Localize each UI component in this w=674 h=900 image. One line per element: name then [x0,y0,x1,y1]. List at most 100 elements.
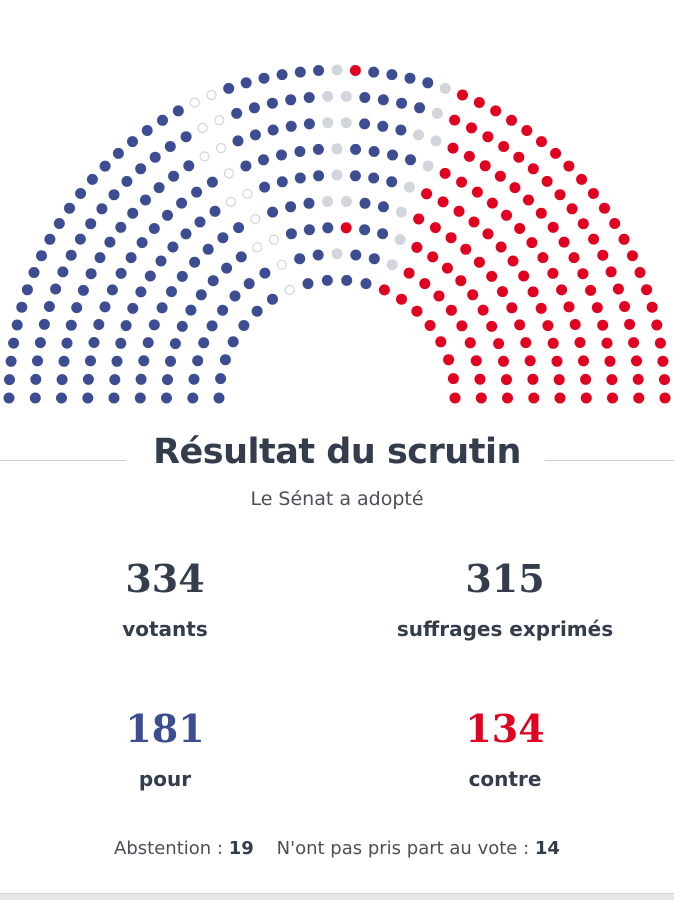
abstention-value: 19 [228,838,254,859]
seat-contre [449,114,461,126]
seat-contre [553,374,565,386]
seat-pour [56,374,68,386]
seat-contre [657,355,669,367]
contre-label: contre [468,767,542,791]
seat-contre [578,355,589,367]
seat-npp [276,259,287,270]
seat-pour [94,252,106,264]
seat-pour [294,172,306,184]
seat-contre [486,270,498,282]
seat-pour [29,392,41,404]
seat-pour [349,170,361,182]
seat-pour [215,373,227,385]
seat-npp [214,114,225,126]
seat-pour [221,262,233,274]
seat-pour [219,354,231,366]
seat-npp [252,242,263,253]
seat-pour [58,355,70,367]
seat-pour [88,337,100,348]
seat-npp [197,122,208,134]
seat-contre [437,196,449,208]
seat-pour [61,337,73,349]
seat-pour [115,221,127,233]
seat-contre [524,355,536,367]
seat-pour [167,241,179,253]
seat-contre [535,207,547,219]
seat-pour [30,373,42,385]
seat-pour [161,392,172,404]
seat-pour [285,201,297,213]
seat-contre [493,338,505,350]
seat-pour [248,102,260,114]
seat-contre [558,236,570,248]
seat-pour [313,170,325,182]
seat-contre [396,293,407,305]
seat-pour [350,249,362,261]
seat-pour [138,355,150,367]
seat-pour [156,302,168,314]
seat-pour [108,189,120,201]
seat-pour [96,203,108,215]
seat-contre [495,241,507,253]
seat-contre [445,232,457,244]
seat-pour [149,151,161,163]
seat-contre [659,392,671,404]
seat-pour [36,250,47,262]
seat-contre [501,209,512,221]
seat-contre [466,122,477,134]
seat-pour [162,374,173,386]
seat-abstention [431,107,443,119]
seat-pour [172,105,184,117]
seat-pour [21,284,33,296]
seat-pour [422,77,434,89]
seat-pour [176,320,188,332]
seat-contre [506,302,518,314]
seat-pour [108,392,120,404]
seat-pour [209,205,221,217]
seat-contre [479,160,491,172]
seat-contre [427,251,439,263]
seat-contre [494,170,506,182]
seat-pour [377,94,389,106]
seat-pour [115,267,127,279]
seat-pour [120,320,132,332]
seat-pour [386,69,398,81]
seat-npp [199,151,210,162]
seat-contre [474,373,486,385]
seat-pour [141,125,153,136]
votants-label: votants [122,617,208,641]
seat-npp [215,143,227,154]
seat-contre [599,202,610,214]
seat-contre [654,337,666,349]
seat-pour [312,249,324,261]
seat-contre [563,160,575,172]
seat-pour [240,77,252,89]
seat-contre [587,188,599,199]
seat-pour [321,274,333,286]
seat-pour [4,374,15,386]
seat-contre [411,305,423,317]
seat-abstention [322,90,334,102]
seat-contre [556,284,568,296]
seat-pour [217,232,229,244]
seat-pour [176,197,188,209]
seat-pour [258,72,270,84]
seat-contre [502,392,513,404]
seat-pour [395,124,407,136]
seat-contre [486,320,498,332]
seat-contre [468,216,480,228]
seat-pour [404,72,416,84]
seat-pour [148,319,160,331]
seat-abstention [331,64,343,76]
seat-pour [11,319,23,331]
seat-contre [641,284,653,296]
seat-contre [441,262,453,274]
seat-pour [125,252,137,264]
seat-npp [225,196,236,207]
seat-pour [111,355,123,367]
seat-pour [169,338,181,350]
seat-contre [580,392,592,404]
seat-pour [64,202,75,214]
seat-contre [527,373,539,385]
seat-pour [32,355,43,367]
